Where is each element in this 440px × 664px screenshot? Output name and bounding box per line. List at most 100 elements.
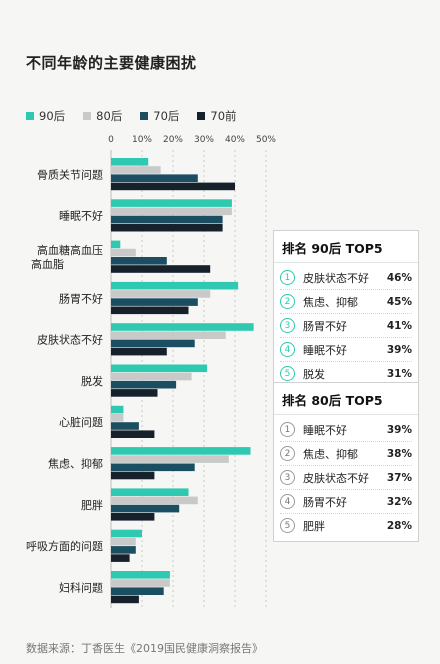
category-label: 肠胃不好 xyxy=(59,291,103,305)
x-tick-label: 50% xyxy=(256,135,276,145)
bar-90后-6 xyxy=(111,405,124,414)
legend-swatch xyxy=(140,112,149,120)
bar-90后-5 xyxy=(111,364,208,373)
bar-90后-2 xyxy=(111,240,121,249)
bar-90后-4 xyxy=(111,323,254,331)
category-label: 妇科问题 xyxy=(59,580,103,594)
top5-item-name: 肥胖 xyxy=(303,519,325,533)
top5-item-pct: 41% xyxy=(386,319,412,332)
x-tick-label: 0 xyxy=(108,135,114,145)
bar-90后-3 xyxy=(111,281,239,290)
rank-number: 4 xyxy=(280,342,295,357)
bar-80后-5 xyxy=(111,372,192,381)
bar-70前-9 xyxy=(111,554,130,562)
bar-90后-8 xyxy=(111,488,189,496)
top5-row: 1 睡眠不好 39% xyxy=(280,418,412,442)
top5-item-pct: 39% xyxy=(386,423,412,436)
category-label: 心脏问题 xyxy=(59,416,103,429)
rank-number: 2 xyxy=(280,294,295,309)
top5-item-pct: 31% xyxy=(386,367,412,380)
legend-label: 90后 xyxy=(39,109,66,123)
bar-70前-7 xyxy=(111,471,155,480)
category-label: 呼吸方面的问题 xyxy=(26,539,103,553)
legend-swatch xyxy=(197,112,206,120)
top5-item-name: 皮肤状态不好 xyxy=(303,471,369,485)
category-label: 脱发 xyxy=(81,374,103,388)
bar-90后-10 xyxy=(111,571,170,579)
category-label: 睡眠不好 xyxy=(59,209,103,223)
source-note: 数据来源：丁香医生《2019国民健康洞察报告》 xyxy=(26,642,263,655)
top5-item-name: 睡眠不好 xyxy=(303,343,347,357)
bar-70后-4 xyxy=(111,339,195,348)
legend-label: 70后 xyxy=(153,109,180,123)
top5-item-pct: 45% xyxy=(386,295,412,308)
bar-80后-1 xyxy=(111,207,232,216)
bar-70前-8 xyxy=(111,513,155,521)
category-label: 骨质关节问题 xyxy=(37,167,103,181)
rank-number: 2 xyxy=(280,446,295,461)
bar-90后-7 xyxy=(111,447,251,455)
x-tick-label: 20% xyxy=(163,135,183,145)
rank-number: 4 xyxy=(280,494,295,509)
bar-90后-0 xyxy=(111,158,149,166)
rank-number: 5 xyxy=(280,518,295,533)
legend-item-1: 80后 xyxy=(83,108,122,124)
chart-title: 不同年龄的主要健康困扰 xyxy=(26,54,197,72)
bar-70前-1 xyxy=(111,223,223,232)
top5-row: 4 睡眠不好 39% xyxy=(280,338,412,362)
bar-80后-10 xyxy=(111,579,170,587)
top5-item-name: 焦虑、抑郁 xyxy=(303,447,358,461)
bar-70前-3 xyxy=(111,306,189,315)
legend-item-2: 70后 xyxy=(140,108,179,124)
top5-90-panel: 排名 90后 TOP5 1 皮肤状态不好 46% 2 焦虑、抑郁 45% 3 肠胃不好 41% 4… xyxy=(273,230,419,390)
bar-90后-1 xyxy=(111,199,232,207)
top5-90-title: 排名 90后 TOP5 xyxy=(274,231,418,263)
bar-70前-10 xyxy=(111,595,139,604)
bar-70后-10 xyxy=(111,587,164,595)
x-tick-label: 30% xyxy=(194,135,214,145)
bar-90后-9 xyxy=(111,529,142,538)
top5-row: 3 皮肤状态不好 37% xyxy=(280,466,412,490)
bar-80后-6 xyxy=(111,414,124,422)
bar-80后-9 xyxy=(111,537,136,546)
top5-item-pct: 37% xyxy=(386,471,412,484)
top5-item-name: 脱发 xyxy=(303,367,325,381)
legend-swatch xyxy=(83,112,92,120)
top5-row: 5 脱发 31% xyxy=(280,362,412,385)
legend-label: 80后 xyxy=(96,109,123,123)
top5-item-name: 肠胃不好 xyxy=(303,495,347,509)
bar-80后-3 xyxy=(111,290,211,298)
bar-70前-6 xyxy=(111,430,155,438)
bar-80后-7 xyxy=(111,455,229,463)
bar-70前-0 xyxy=(111,182,235,191)
bar-80后-2 xyxy=(111,248,136,257)
bar-70后-5 xyxy=(111,380,177,389)
rank-number: 5 xyxy=(280,366,295,381)
bar-80后-4 xyxy=(111,331,226,339)
legend-swatch xyxy=(26,112,34,120)
category-label: 皮肤状态不好 xyxy=(37,333,103,347)
x-tick-label: 10% xyxy=(132,135,152,145)
top5-item-name: 皮肤状态不好 xyxy=(303,271,369,285)
top5-item-pct: 28% xyxy=(386,519,412,532)
bar-70前-5 xyxy=(111,389,158,397)
bar-70后-1 xyxy=(111,215,223,224)
top5-row: 4 肠胃不好 32% xyxy=(280,490,412,514)
bar-70后-9 xyxy=(111,546,136,554)
top5-row: 5 肥胖 28% xyxy=(280,514,412,537)
top5-item-pct: 32% xyxy=(386,495,412,508)
top5-row: 2 焦虑、抑郁 45% xyxy=(280,290,412,314)
legend-label: 70前 xyxy=(210,109,237,123)
bar-70后-6 xyxy=(111,422,139,430)
top5-item-name: 焦虑、抑郁 xyxy=(303,295,358,309)
category-label: 肥胖 xyxy=(81,499,103,512)
legend-item-0: 90后 xyxy=(26,108,65,124)
bar-80后-8 xyxy=(111,496,198,505)
rank-number: 1 xyxy=(280,270,295,285)
bar-70后-7 xyxy=(111,463,195,472)
top5-row: 1 皮肤状态不好 46% xyxy=(280,266,412,290)
legend: 90后 80后 70后 70前 xyxy=(26,108,237,124)
top5-item-pct: 39% xyxy=(386,343,412,356)
top5-row: 3 肠胃不好 41% xyxy=(280,314,412,338)
